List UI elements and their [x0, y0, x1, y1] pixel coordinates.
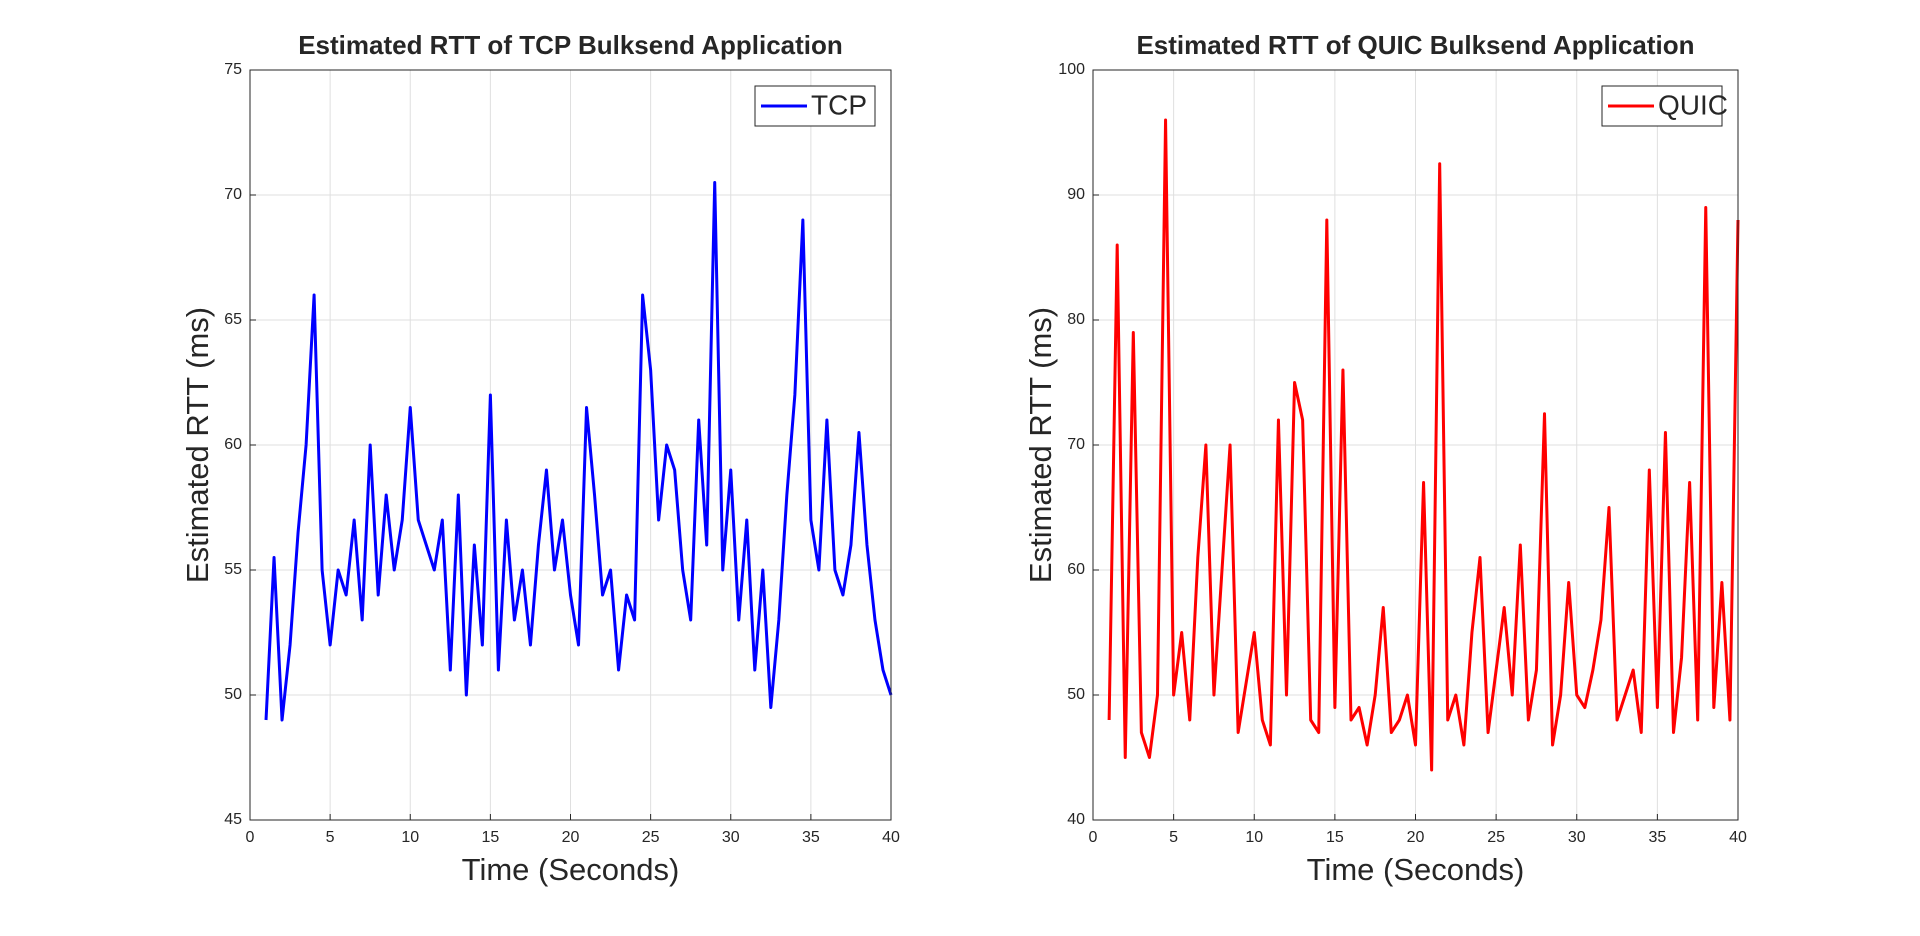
y-tick-label: 45 — [224, 811, 242, 828]
y-tick-label: 55 — [224, 561, 242, 578]
data-line — [1107, 118, 1740, 772]
y-tick-label: 65 — [224, 311, 242, 328]
y-tick-label: 40 — [1067, 811, 1085, 828]
chart-title: Estimated RTT of TCP Bulksend Applicatio… — [298, 30, 843, 60]
y-tick-label: 50 — [224, 686, 242, 703]
y-tick-label: 70 — [224, 186, 242, 203]
x-tick-label: 30 — [1568, 829, 1586, 846]
y-axis-label: Estimated RTT (ms) — [180, 307, 215, 583]
y-tick-label: 60 — [224, 436, 242, 453]
x-tick-label: 0 — [246, 829, 255, 846]
y-tick-label: 75 — [224, 61, 242, 78]
axes-box — [1092, 69, 1739, 821]
x-tick-label: 10 — [1245, 829, 1263, 846]
x-tick-label: 0 — [1089, 829, 1098, 846]
x-tick-label: 5 — [1169, 829, 1178, 846]
legend-box — [1601, 85, 1723, 127]
x-tick-label: 40 — [882, 829, 900, 846]
x-tick-label: 30 — [722, 829, 740, 846]
x-tick-label: 25 — [642, 829, 660, 846]
legend-label: TCP — [811, 89, 867, 120]
x-tick-label: 35 — [1648, 829, 1666, 846]
data-line — [264, 181, 893, 722]
x-tick-label: 15 — [481, 829, 499, 846]
x-tick-label: 20 — [1407, 829, 1425, 846]
axes-box — [249, 69, 892, 821]
y-tick-label: 100 — [1058, 61, 1085, 78]
x-axis-label: Time (Seconds) — [462, 852, 680, 887]
y-axis-label: Estimated RTT (ms) — [1023, 307, 1058, 583]
x-tick-label: 35 — [802, 829, 820, 846]
y-tick-label: 80 — [1067, 311, 1085, 328]
x-tick-label: 5 — [326, 829, 335, 846]
x-tick-label: 15 — [1326, 829, 1344, 846]
x-tick-label: 25 — [1487, 829, 1505, 846]
chart-title: Estimated RTT of QUIC Bulksend Applicati… — [1136, 30, 1694, 60]
x-tick-label: 20 — [562, 829, 580, 846]
y-tick-label: 90 — [1067, 186, 1085, 203]
x-axis-label: Time (Seconds) — [1307, 852, 1525, 887]
y-tick-label: 60 — [1067, 561, 1085, 578]
y-tick-label: 50 — [1067, 686, 1085, 703]
x-tick-label: 10 — [401, 829, 419, 846]
x-tick-label: 40 — [1729, 829, 1747, 846]
legend-label: QUIC — [1658, 89, 1728, 120]
y-tick-label: 70 — [1067, 436, 1085, 453]
